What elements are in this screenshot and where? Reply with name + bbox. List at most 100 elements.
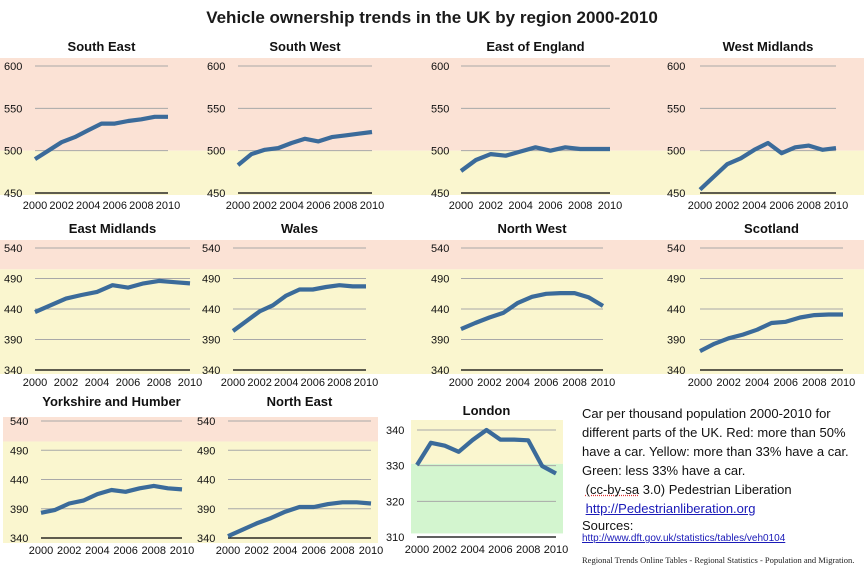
- x-tick-label: 2004: [85, 377, 109, 389]
- x-tick-label: 2000: [449, 377, 473, 389]
- x-tick-label: 2000: [23, 200, 47, 212]
- chart-london: London 310 320 330 340 2000 2002 2004 2006 2008 20…: [386, 403, 568, 556]
- notes-line-4: Green: less 33% have a car.: [582, 463, 746, 478]
- x-tick-label: 2004: [745, 377, 769, 389]
- x-tick-label: 2000: [449, 200, 473, 212]
- x-tick-label: 2004: [85, 545, 109, 557]
- band-yellow: [0, 150, 216, 195]
- x-tick-label: 2002: [244, 545, 268, 557]
- band-yellow: [648, 150, 864, 195]
- series-line: [227, 500, 372, 539]
- y-tick-label: 500: [207, 146, 225, 158]
- x-tick-label: 2004: [460, 544, 484, 556]
- y-tick-label: 330: [386, 461, 404, 473]
- y-tick-label: 340: [4, 365, 22, 377]
- y-tick-label: 390: [667, 335, 685, 347]
- series-line: [236, 129, 373, 167]
- y-tick-label: 340: [667, 365, 685, 377]
- x-tick-label: 2008: [802, 377, 826, 389]
- y-tick-label: 490: [197, 445, 215, 457]
- x-tick-label: 2002: [477, 377, 501, 389]
- y-tick-label: 490: [10, 445, 28, 457]
- x-tick-label: 2010: [544, 544, 568, 556]
- y-tick-label: 390: [4, 335, 22, 347]
- notes-line-1: Car per thousand population 2000-2010 fo…: [582, 406, 831, 421]
- series-line: [460, 291, 605, 332]
- x-tick-label: 2006: [769, 200, 793, 212]
- license-text: 3.0) Pedestrian Liberation: [639, 482, 792, 497]
- y-tick-label: 550: [4, 103, 22, 115]
- site-link[interactable]: http://Pedestrianliberation.org: [585, 501, 756, 516]
- band-red: [648, 58, 864, 151]
- y-tick-label: 600: [667, 61, 685, 73]
- x-tick-label: 2010: [354, 377, 378, 389]
- y-tick-label: 450: [4, 188, 22, 200]
- source-link-line: http://www.dft.gov.uk/statistics/tables/…: [582, 533, 864, 545]
- y-tick-label: 440: [431, 304, 449, 316]
- chart-scotland: Scotland 340 390 440 490 540 2000 2002 2004 2006 2…: [648, 221, 864, 389]
- chart-wales: Wales 340 390 440 490 540 2000 2002 2004 2006 2008…: [200, 221, 432, 389]
- y-tick-label: 550: [431, 103, 449, 115]
- x-tick-label: 2000: [688, 377, 712, 389]
- y-tick-label: 540: [4, 243, 22, 255]
- x-tick-label: 2000: [221, 377, 245, 389]
- chart-north-west: North West 340 390 440 490 540 2000 2002 2004 200…: [431, 221, 648, 389]
- band-yellow: [190, 441, 378, 543]
- x-tick-label: 2004: [274, 377, 298, 389]
- chart-title: London: [463, 403, 511, 418]
- x-tick-label: 2006: [488, 544, 512, 556]
- y-tick-label: 540: [197, 416, 215, 428]
- x-tick-label: 2010: [591, 377, 615, 389]
- y-tick-label: 490: [431, 274, 449, 286]
- x-tick-label: 2002: [49, 200, 73, 212]
- sources-label: Sources:: [582, 518, 634, 533]
- y-tick-label: 340: [10, 533, 28, 545]
- notes-panel: Car per thousand population 2000-2010 fo…: [582, 404, 864, 570]
- y-tick-label: 500: [431, 146, 449, 158]
- band-yellow: [216, 150, 432, 195]
- chart-yorkshire-and-humber: Yorkshire and Humber 340 390 440 490 540 2000 2…: [3, 394, 194, 557]
- y-tick-label: 440: [667, 304, 685, 316]
- band-red: [200, 240, 432, 270]
- band-yellow: [432, 150, 648, 195]
- x-tick-label: 2008: [568, 200, 592, 212]
- band-red: [0, 240, 200, 270]
- y-tick-label: 540: [10, 416, 28, 428]
- x-tick-label: 2002: [54, 377, 78, 389]
- x-tick-label: 2010: [360, 200, 384, 212]
- x-tick-label: 2004: [76, 200, 100, 212]
- x-tick-label: 2008: [142, 545, 166, 557]
- y-tick-label: 500: [4, 146, 22, 158]
- x-tick-label: 2008: [129, 200, 153, 212]
- chart-east-midlands: East Midlands 340 390 440 490 540 2000 2002 2004…: [0, 221, 202, 389]
- series-line: [33, 114, 168, 161]
- x-tick-label: 2006: [306, 200, 330, 212]
- y-tick-label: 450: [431, 188, 449, 200]
- series-line: [698, 140, 837, 192]
- y-tick-label: 340: [197, 533, 215, 545]
- source-link[interactable]: http://www.dft.gov.uk/statistics/tables/…: [582, 533, 786, 544]
- x-tick-label: 2006: [534, 377, 558, 389]
- x-tick-label: 2000: [23, 377, 47, 389]
- x-tick-label: 2008: [562, 377, 586, 389]
- notes-line-3: have a car. Yellow: more than 33% have a…: [582, 444, 849, 459]
- x-tick-label: 2002: [715, 200, 739, 212]
- band-yellow: [200, 269, 432, 374]
- x-tick-label: 2006: [103, 200, 127, 212]
- y-tick-label: 600: [207, 61, 225, 73]
- chart-title: North East: [267, 394, 333, 409]
- y-tick-label: 490: [202, 274, 220, 286]
- y-tick-label: 600: [431, 61, 449, 73]
- site-link-line: http://Pedestrianliberation.org: [582, 499, 864, 518]
- y-tick-label: 450: [667, 188, 685, 200]
- x-tick-label: 2010: [359, 545, 383, 557]
- chart-north-east: North East 340 390 440 490 540 2000 2002 2004 200…: [190, 394, 383, 557]
- x-tick-label: 2010: [824, 200, 848, 212]
- x-tick-label: 2010: [598, 200, 622, 212]
- main-title: Vehicle ownership trends in the UK by re…: [206, 8, 658, 27]
- chart-title: Scotland: [744, 221, 799, 236]
- x-tick-label: 2002: [479, 200, 503, 212]
- x-tick-label: 2006: [116, 377, 140, 389]
